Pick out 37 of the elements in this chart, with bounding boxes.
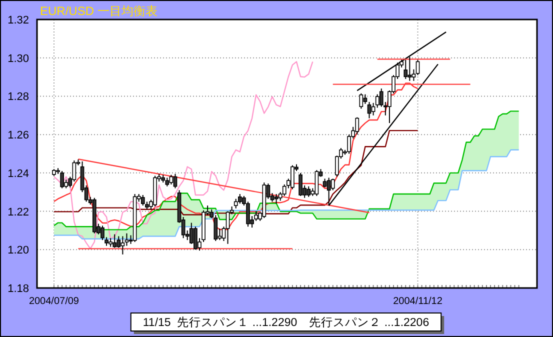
candlestick — [238, 194, 242, 204]
candlestick — [408, 56, 412, 82]
candlestick — [306, 186, 311, 198]
candlestick — [274, 194, 278, 204]
candlestick — [226, 210, 230, 244]
y-tick-label: 1.30 — [8, 52, 29, 65]
candlestick — [112, 234, 117, 248]
chart-title: EUR/USD 一目均衡表 — [40, 4, 158, 18]
candlestick — [124, 232, 129, 246]
x-tick-label: 2004/11/12 — [393, 296, 443, 307]
y-tick-label: 1.18 — [8, 283, 29, 295]
y-tick-label: 1.28 — [8, 91, 29, 104]
y-tick-label: 1.24 — [8, 168, 29, 180]
candlestick — [72, 160, 76, 182]
y-tick-label: 1.32 — [8, 14, 29, 26]
candlestick — [367, 101, 372, 119]
candlestick — [290, 164, 294, 190]
candlestick — [173, 173, 178, 189]
y-tick-label: 1.26 — [8, 130, 29, 142]
candlestick — [314, 170, 319, 196]
text: 11/15 先行スパン１ ...1.2290 先行スパン２ ...1.2206 — [142, 316, 430, 329]
x-tick-label: 2004/07/09 — [28, 296, 80, 307]
candlestick — [359, 92, 364, 110]
candlestick — [194, 226, 198, 250]
candlestick — [169, 174, 174, 185]
candlestick — [234, 198, 238, 209]
candlestick — [60, 170, 64, 189]
candlestick — [140, 194, 145, 206]
y-tick-label: 1.22 — [8, 206, 29, 218]
y-tick-label: 1.20 — [8, 244, 29, 257]
candlestick — [404, 59, 408, 80]
candlestick — [412, 68, 416, 82]
line-series — [53, 61, 314, 250]
candlestick — [355, 116, 360, 136]
candlestick — [363, 94, 368, 104]
candlestick — [120, 236, 125, 255]
candlestick — [298, 172, 302, 196]
